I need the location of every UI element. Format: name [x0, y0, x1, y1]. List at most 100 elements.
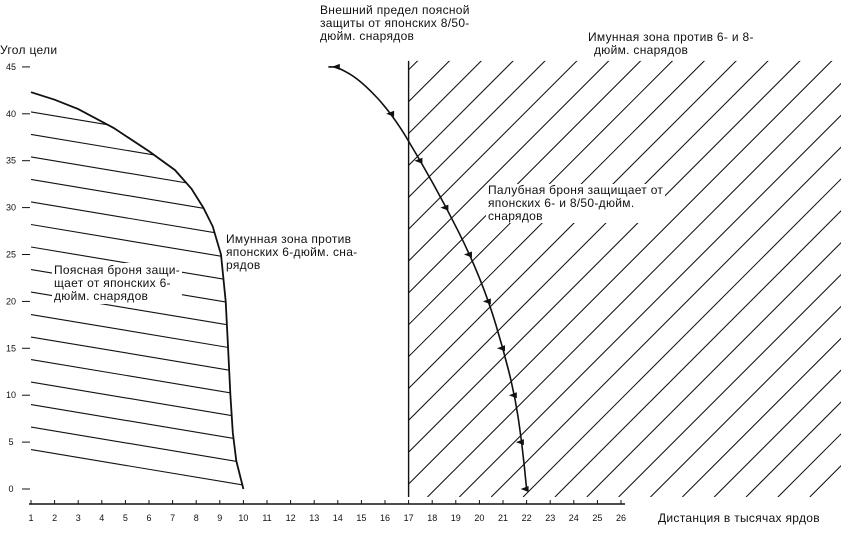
deck-hatch-line [777, 433, 841, 498]
deck-hatch-line [0, 0, 99, 497]
annotation-outer-limit-line-1: Внешний предел поясной [320, 3, 470, 17]
annotation-immune-6-line-3: рядов [226, 258, 261, 272]
belt-hatch-line [31, 404, 244, 445]
annotation-immune-6-8: Имунная зона против 6- и 8- дюйм. снаряд… [588, 31, 754, 57]
deck-hatch-line [458, 114, 841, 498]
belt-hatch-line [31, 156, 244, 197]
outer-limit-arrow [497, 345, 505, 352]
x-tick-label: 7 [170, 513, 175, 523]
y-tick-label: 45 [6, 62, 16, 72]
deck-hatch-line [408, 60, 674, 326]
annotation-immune-6: Имунная зона против японских 6-дюйм. сна… [226, 233, 357, 272]
annotation-immune-6-8-line-1: Имунная зона против 6- и 8- [588, 30, 754, 44]
annotation-outer-limit-line-3: дюйм. снарядов [320, 29, 415, 43]
belt-hatch-line [31, 313, 244, 355]
outer-limit-arrow [440, 204, 449, 211]
y-tick-label: 5 [8, 437, 13, 447]
deck-hatch-line [0, 0, 195, 497]
outer-limit-arrow [414, 157, 423, 164]
x-tick-label: 22 [522, 513, 532, 523]
x-tick-label: 18 [427, 513, 437, 523]
annotation-deck-armor-line-1: Палубная броня защищает от [488, 183, 664, 197]
belt-hatch-line [31, 44, 267, 83]
belt-hatch-line [31, 92, 244, 130]
deck-hatch-line [408, 60, 546, 199]
x-tick-label: 24 [569, 513, 579, 523]
x-tick-label: 19 [451, 513, 461, 523]
deck-hatch-line [618, 273, 841, 498]
y-tick-label: 0 [8, 484, 13, 494]
belt-hatch-line [31, 178, 244, 220]
y-axis-ticks: 0 5 10 15 20 25 30 35 40 45 [6, 62, 30, 494]
belt-hatch-line [31, 381, 244, 423]
annotation-outer-limit-line-2: защиты от японских 8/50- [320, 16, 470, 30]
x-tick-label: 23 [545, 513, 555, 523]
deck-hatch-line [0, 0, 450, 497]
annotation-deck-armor-line-2: японских 6- и 8/50-дюйм. [488, 196, 635, 210]
belt-hatch-line [31, 133, 244, 175]
deck-hatch-line [408, 60, 610, 262]
y-tick-label: 15 [6, 343, 16, 353]
x-tick-label: 13 [309, 513, 319, 523]
deck-hatch-line [745, 401, 841, 498]
belt-hatch-line [31, 359, 244, 400]
deck-hatch-line [408, 60, 737, 390]
outer-limit-arrow [482, 298, 491, 305]
annotation-immune-6-line-1: Имунная зона против [226, 232, 352, 246]
deck-hatch-line [427, 82, 841, 498]
y-tick-label: 35 [6, 156, 16, 166]
x-tick-label: 3 [76, 513, 81, 523]
deck-hatch-line [650, 305, 841, 498]
y-tick-label: 10 [6, 390, 16, 400]
deck-hatch-line [490, 146, 841, 498]
deck-hatch-line [408, 60, 451, 103]
x-tick-label: 4 [99, 513, 104, 523]
deck-hatch-line [522, 178, 841, 498]
outer-limit-arrows [331, 63, 529, 492]
deck-hatch-line [408, 60, 706, 358]
deck-hatch-line [408, 60, 578, 230]
x-tick-label: 8 [194, 513, 199, 523]
annotation-immune-6-8-line-2: дюйм. снарядов [594, 43, 689, 57]
x-tick-label: 5 [123, 513, 128, 523]
belt-hatch-line [31, 111, 244, 152]
x-tick-label: 6 [146, 513, 151, 523]
x-tick-label: 12 [286, 513, 296, 523]
x-axis-label: Дистанция в тысячах ярдов [658, 511, 820, 525]
outer-limit-arrow [331, 63, 340, 70]
annotation-belt-armor: Поясная броня защи- щает от японских 6- … [52, 263, 183, 304]
annotation-immune-6-line-2: японских 6-дюйм. сна- [226, 245, 358, 259]
x-tick-label: 20 [474, 513, 484, 523]
deck-hatch-line [713, 369, 841, 498]
outer-limit-arrow [386, 110, 395, 117]
deck-hatch-line [408, 60, 642, 294]
annotation-belt-armor-line-1: Поясная броня защи- [54, 263, 181, 277]
belt-hatch-line [31, 449, 244, 489]
deck-armor-hatch [0, 0, 841, 498]
deck-hatch-line [681, 337, 841, 498]
deck-hatch-line [408, 60, 801, 453]
x-tick-label: 2 [52, 513, 57, 523]
deck-hatch-line [408, 60, 833, 485]
x-tick-label: 1 [28, 513, 33, 523]
deck-hatch-line [408, 60, 514, 167]
belt-outer-limit-curve [328, 66, 528, 490]
outer-limit-arrow [463, 251, 472, 258]
deck-hatch-line [0, 0, 35, 497]
x-tick-label: 16 [380, 513, 390, 523]
outer-limit-arrow [508, 392, 517, 399]
annotation-deck-armor: Палубная броня защищает от японских 6- и… [486, 183, 666, 223]
x-axis-ticks: 1 2 3 4 5 6 7 8 9 10 11 12 13 14 15 16 17 18 19 20 21 22 23 24 2… [28, 500, 626, 523]
belt-armor-boundary-curve [30, 91, 245, 490]
deck-hatch-line [809, 465, 841, 498]
annotation-belt-armor-line-2: щает от японских 6- [54, 276, 171, 290]
deck-hatch-line [0, 0, 131, 497]
outer-limit-arrow [515, 439, 524, 446]
deck-hatch-line [586, 242, 841, 498]
x-tick-label: 17 [404, 513, 414, 523]
x-tick-label: 11 [262, 513, 271, 523]
deck-hatch-line [554, 210, 841, 498]
y-tick-label: 30 [6, 203, 16, 213]
deck-hatch-line [0, 0, 227, 497]
